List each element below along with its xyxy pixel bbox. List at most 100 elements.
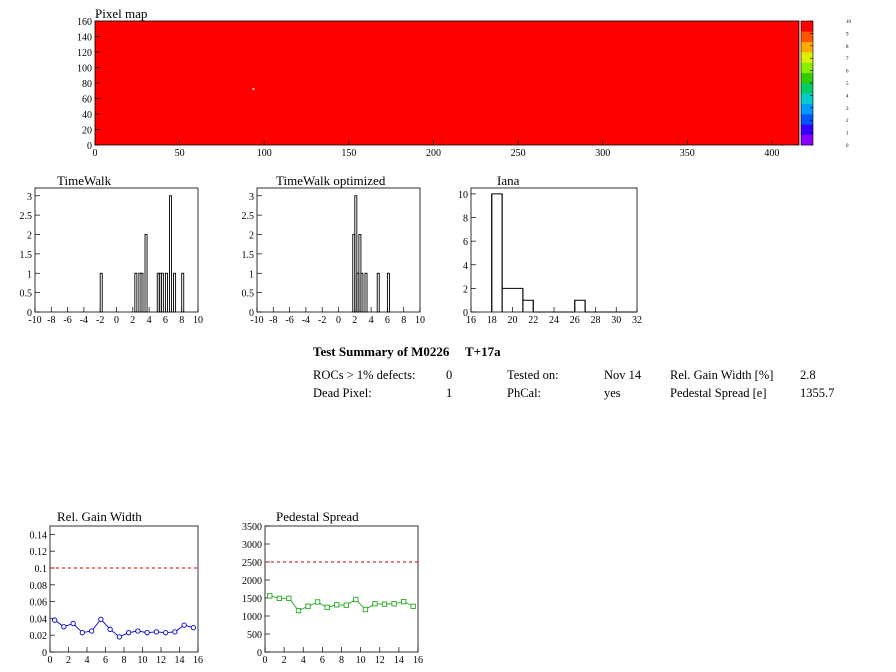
data-point: [190, 624, 197, 631]
data-point: [314, 599, 321, 605]
plot-title: Pedestal Spread: [276, 509, 359, 524]
y-tick-label: 0: [249, 308, 254, 319]
colorbar-band: [801, 134, 813, 146]
colorbar-band: [801, 124, 813, 135]
data-point: [107, 626, 113, 632]
x-tick-label: 30: [611, 315, 621, 326]
plot-pedestal-spread: Pedestal Spread 0 500 1000 1500 2000 2500 3000 3…: [242, 509, 423, 666]
data-point: [61, 624, 67, 630]
x-tick-label: 4: [369, 315, 374, 326]
y-tick-label: 2: [249, 231, 254, 242]
x-tick-label: -8: [269, 315, 277, 326]
y-tick-label: 2: [27, 231, 32, 242]
histogram-bin: [386, 272, 390, 313]
colorbar-tick-label: 1: [846, 132, 849, 137]
series-line: [269, 595, 414, 612]
x-tick-label: 6: [385, 315, 390, 326]
y-tick-label: 0: [27, 308, 32, 319]
data-point: [401, 598, 407, 605]
x-tick-label: 16: [413, 655, 423, 666]
data-point: [276, 595, 282, 602]
x-tick-label: 2: [66, 655, 71, 666]
x-tick-label: 32: [632, 315, 642, 326]
colorbar-band: [801, 52, 813, 63]
y-tick-label: 0: [257, 648, 262, 659]
x-tick-label: 6: [103, 655, 108, 666]
x-tick-label: 50: [175, 148, 185, 159]
y-tick-label: 4: [463, 261, 468, 272]
data-point: [353, 596, 359, 603]
plot-rel-gain-width: Rel. Gain Width 0 0.02 0.04 0.06 0.08 0.1 0.12 0…: [30, 509, 204, 666]
x-tick-label: 100: [257, 148, 272, 159]
x-tick-label: 8: [339, 655, 344, 666]
x-tick-label: 8: [122, 655, 127, 666]
histogram-bin: [160, 272, 164, 313]
data-point: [70, 620, 76, 627]
colorbar-tick-label: 6: [846, 70, 849, 75]
y-tick-label: 3: [27, 192, 32, 203]
phcal-value: yes: [604, 386, 621, 400]
ped-value: 1355.7: [800, 386, 835, 400]
y-tick-label: 140: [77, 33, 92, 44]
plot-pixel-map: Pixel map0123456789100204060801001201401…: [77, 6, 852, 159]
x-tick-label: 28: [591, 315, 601, 326]
x-tick-label: 14: [394, 655, 404, 666]
plot-title: TimeWalk: [57, 173, 112, 188]
y-tick-label: 3500: [242, 522, 262, 533]
data-point: [305, 603, 311, 609]
ped-label: Pedestal Spread [e]: [670, 386, 767, 400]
x-tick-label: -2: [318, 315, 326, 326]
plot-frame: [470, 187, 638, 313]
colorbar-band: [801, 21, 813, 32]
x-tick-label: -2: [96, 315, 104, 326]
y-tick-label: 20: [82, 126, 92, 137]
colorbar-band: [801, 93, 813, 104]
plot-title: Rel. Gain Width: [57, 509, 142, 524]
series-line: [54, 618, 194, 638]
x-tick-label: 10: [356, 655, 366, 666]
x-tick-label: 200: [426, 148, 441, 159]
histogram-bin: [173, 272, 177, 313]
y-tick-label: 3000: [242, 540, 262, 551]
plot-frame: [264, 525, 419, 653]
plot-frame: [256, 187, 421, 313]
x-tick-label: 14: [175, 655, 185, 666]
x-tick-label: 10: [138, 655, 148, 666]
y-tick-label: 3: [249, 192, 254, 203]
plot-title: Pixel map: [95, 6, 147, 21]
tested-value: Nov 14: [604, 368, 642, 382]
x-tick-label: 2: [130, 315, 135, 326]
colorbar-band: [801, 31, 813, 42]
y-tick-label: 160: [77, 17, 92, 28]
colorbar-tick-label: 0: [846, 144, 849, 149]
x-tick-label: 16: [193, 655, 203, 666]
y-tick-label: 2.5: [242, 211, 255, 222]
y-tick-label: 2.5: [20, 211, 33, 222]
data-point: [153, 629, 160, 635]
x-tick-label: 24: [549, 315, 559, 326]
x-tick-label: -6: [63, 315, 71, 326]
x-tick-label: 0: [48, 655, 53, 666]
y-tick-label: 10: [458, 190, 468, 201]
phcal-label: PhCal:: [507, 386, 542, 400]
data-point: [410, 603, 416, 609]
y-tick-label: 2: [463, 284, 468, 295]
y-tick-label: 0.02: [30, 631, 48, 642]
histogram-bin: [169, 195, 172, 313]
y-tick-label: 1: [27, 269, 32, 280]
plot-timewalk-optimized: TimeWalk optimized 0 0.5 1 1.5 2 2.5 3 -10 -8 -6 -4…: [242, 173, 426, 326]
data-point: [144, 630, 150, 636]
colorbar-band: [801, 41, 813, 53]
x-tick-label: 26: [570, 315, 580, 326]
y-tick-label: 1: [249, 269, 254, 280]
x-tick-label: 4: [147, 315, 152, 326]
x-tick-label: 8: [401, 315, 406, 326]
histogram-bin: [181, 272, 185, 313]
rocs-label: ROCs > 1% defects:: [313, 368, 416, 382]
x-tick-label: 150: [341, 148, 356, 159]
colorbar-tick-label: 5: [846, 82, 849, 87]
histogram-bin: [164, 272, 168, 313]
histogram-bin: [364, 272, 368, 313]
y-tick-label: 1000: [242, 612, 262, 623]
x-tick-label: 250: [511, 148, 526, 159]
